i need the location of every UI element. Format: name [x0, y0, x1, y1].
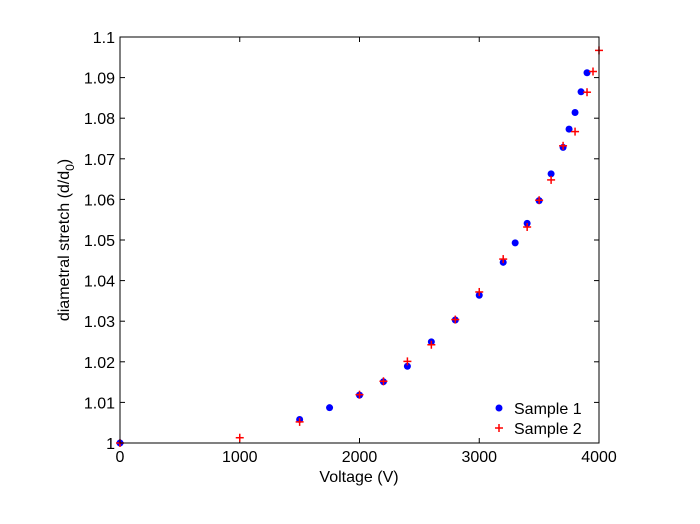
- y-tick-label: 1.08: [84, 111, 115, 128]
- sample-2-point: [475, 287, 484, 296]
- sample-1-point: [583, 69, 591, 77]
- sample-2-point: [295, 417, 304, 426]
- sample-2-point: [379, 377, 388, 386]
- sample-1-point: [326, 404, 334, 412]
- legend-marker-sample-1: [495, 404, 503, 412]
- axes-frame: [119, 36, 600, 444]
- legend-label-sample-2: Sample 2: [514, 421, 582, 438]
- sample-2-point: [535, 196, 544, 205]
- sample-2-point: [559, 141, 568, 150]
- x-tick-label: 3000: [461, 449, 497, 466]
- x-tick-label: 1000: [222, 449, 258, 466]
- sample-2-point: [403, 357, 412, 366]
- sample-2-point: [427, 340, 436, 349]
- y-tick-label: 1.06: [84, 192, 115, 209]
- y-tick-label: 1.1: [93, 30, 115, 47]
- legend-marker-sample-2: [495, 424, 503, 432]
- y-tick-label: 1.01: [84, 395, 115, 412]
- legend-label-sample-1: Sample 1: [514, 401, 582, 418]
- plot-area: [120, 37, 599, 443]
- sample-2-point: [451, 315, 460, 324]
- sample-2-point: [235, 433, 244, 442]
- y-tick-label: 1.09: [84, 71, 115, 88]
- sample-1-point: [511, 239, 519, 247]
- sample-1-point: [571, 109, 579, 117]
- sample-2-point: [523, 223, 532, 232]
- sample-2-point: [589, 67, 598, 76]
- y-tick-label: 1.03: [84, 314, 115, 331]
- sample-1-point: [577, 88, 585, 96]
- sample-1-point: [547, 170, 555, 178]
- y-tick-label: 1.05: [84, 233, 115, 250]
- x-tick-label: 2000: [342, 449, 378, 466]
- y-tick-label: 1: [106, 436, 115, 453]
- sample-2-point: [499, 255, 508, 264]
- x-tick-label: 0: [116, 449, 125, 466]
- y-tick-label: 1.07: [84, 152, 115, 169]
- y-axis-label-subscript: 0: [63, 164, 77, 171]
- y-axis-label: diametral stretch (d/d0): [56, 159, 77, 321]
- sample-1-point: [403, 362, 411, 370]
- legend: Sample 1 Sample 2: [495, 401, 582, 438]
- sample-2-point: [571, 127, 580, 136]
- sample-2-point: [547, 175, 556, 184]
- y-tick-label: 1.02: [84, 355, 115, 372]
- sample-2-point: [583, 88, 592, 97]
- sample-1-point: [565, 125, 573, 133]
- x-tick-label: 4000: [581, 449, 617, 466]
- y-tick-label: 1.04: [84, 274, 115, 291]
- sample-2-point: [355, 390, 364, 399]
- x-axis-label: Voltage (V): [319, 469, 398, 486]
